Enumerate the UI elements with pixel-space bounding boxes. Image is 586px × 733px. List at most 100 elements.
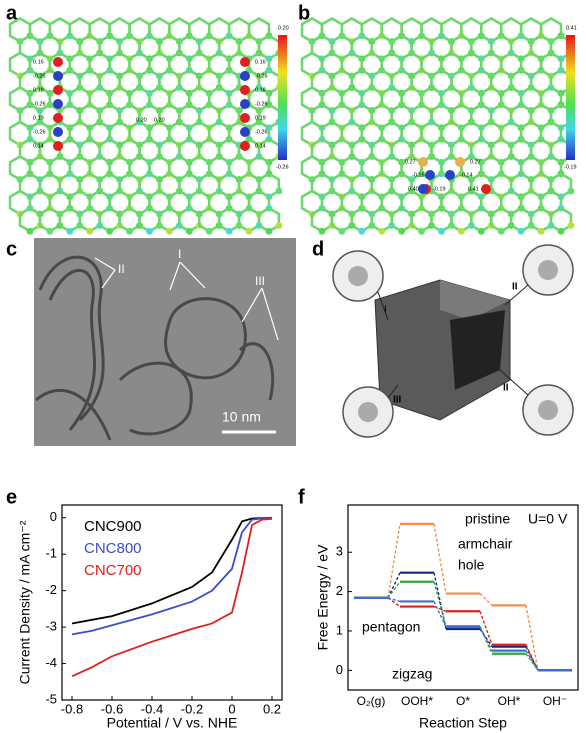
atom xyxy=(517,227,525,235)
atom xyxy=(438,227,445,235)
atom xyxy=(275,187,283,195)
x-tick-label: O* xyxy=(456,694,470,708)
charge-label: -0.26 xyxy=(255,101,268,107)
atom-highlight xyxy=(240,141,250,151)
bond-ring xyxy=(18,206,42,233)
connector xyxy=(479,593,493,606)
plot-frame xyxy=(61,504,283,701)
connector xyxy=(387,523,401,599)
atom xyxy=(86,227,94,235)
colorbar-min: -0.26 xyxy=(276,164,289,170)
charge-label: 0.16 xyxy=(255,59,266,65)
legend-entry: CNC700 xyxy=(84,562,142,579)
colorbar xyxy=(566,35,575,160)
scale-bar-label: 10 nm xyxy=(222,409,261,425)
bond-ring xyxy=(430,206,453,233)
annotation: U=0 V xyxy=(528,511,568,527)
series-label: zigzag xyxy=(392,666,432,682)
bond-ring xyxy=(98,206,121,233)
atom xyxy=(537,227,545,235)
connector xyxy=(479,611,493,645)
atom-highlight xyxy=(53,71,63,81)
charge-label: 0.20 xyxy=(154,117,165,123)
connector xyxy=(525,605,539,671)
colorbar-max: 0.20 xyxy=(278,25,289,31)
bond-ring xyxy=(390,206,413,233)
charge-label: 0.16 xyxy=(33,59,44,65)
atom-highlight xyxy=(53,57,63,67)
bond-ring xyxy=(370,206,393,233)
bond-ring xyxy=(237,206,261,233)
atom-highlight xyxy=(240,127,250,137)
atom xyxy=(46,227,54,235)
atom-highlight xyxy=(53,127,63,137)
site-label: III xyxy=(393,395,402,406)
charge-label: -0.14 xyxy=(460,172,473,178)
bond-ring xyxy=(58,206,82,233)
connector xyxy=(387,597,401,603)
y-tick-label: 2 xyxy=(336,583,343,598)
atom xyxy=(126,227,133,235)
panel-letter: d xyxy=(312,238,324,260)
atom xyxy=(26,227,34,235)
atom-highlight xyxy=(240,99,250,109)
y-tick-label: 1 xyxy=(336,622,343,637)
connector xyxy=(479,626,493,651)
atom-highlight xyxy=(240,71,250,81)
atom xyxy=(338,227,346,235)
atom xyxy=(205,227,213,235)
connector xyxy=(433,572,447,630)
atom xyxy=(378,227,386,235)
charge-label: -0.26 xyxy=(255,73,268,79)
atom-highlight xyxy=(53,113,63,123)
connector xyxy=(387,597,401,608)
y-tick-label: 0 xyxy=(336,662,343,677)
bond-ring xyxy=(158,206,181,233)
bond-ring xyxy=(38,206,62,233)
bond-ring xyxy=(178,206,201,233)
charge-label: 0.18 xyxy=(33,87,44,93)
atom xyxy=(318,227,326,235)
atom xyxy=(567,187,575,195)
x-tick-label: 0.2 xyxy=(263,701,281,716)
charge-label: 0.19 xyxy=(255,115,266,121)
charge-label: -0.26 xyxy=(33,101,46,107)
x-tick-label: OH⁻ xyxy=(543,694,567,708)
bond-ring xyxy=(549,206,573,233)
x-tick-label: -0.8 xyxy=(61,701,83,716)
y-tick-label: -2 xyxy=(45,582,57,597)
atom-highlight xyxy=(481,184,491,194)
connector xyxy=(433,581,447,627)
bond-ring xyxy=(138,206,161,233)
atom xyxy=(225,227,233,235)
series-label: hole xyxy=(458,557,485,573)
bond-ring xyxy=(490,206,513,233)
atom xyxy=(398,227,406,235)
atom xyxy=(146,227,153,235)
atom xyxy=(106,227,114,235)
tem-label: III xyxy=(255,274,265,288)
bond-ring xyxy=(257,206,281,233)
bond-ring xyxy=(310,206,334,233)
site-label: II xyxy=(512,282,518,293)
bond-ring xyxy=(470,206,493,233)
site-label: II xyxy=(503,383,509,394)
atom-highlight xyxy=(240,85,250,95)
panel-letter: e xyxy=(6,486,17,508)
atom-highlight xyxy=(240,113,250,123)
x-tick-label: OH* xyxy=(498,694,521,708)
y-tick-label: 3 xyxy=(336,544,343,559)
bond-ring xyxy=(78,206,101,233)
charge-label: -0.26 xyxy=(33,129,46,135)
tem-label: II xyxy=(118,262,125,276)
atom xyxy=(66,227,74,235)
x-tick-label: -0.4 xyxy=(141,701,163,716)
charge-label: 0.27 xyxy=(470,159,481,165)
site-label: I xyxy=(384,305,387,316)
y-tick-label: 0 xyxy=(50,509,57,524)
bond-ring xyxy=(410,206,433,233)
atom-highlight xyxy=(53,141,63,151)
tem-fringes xyxy=(35,255,275,441)
connector xyxy=(525,653,539,671)
bond-ring xyxy=(118,206,141,233)
